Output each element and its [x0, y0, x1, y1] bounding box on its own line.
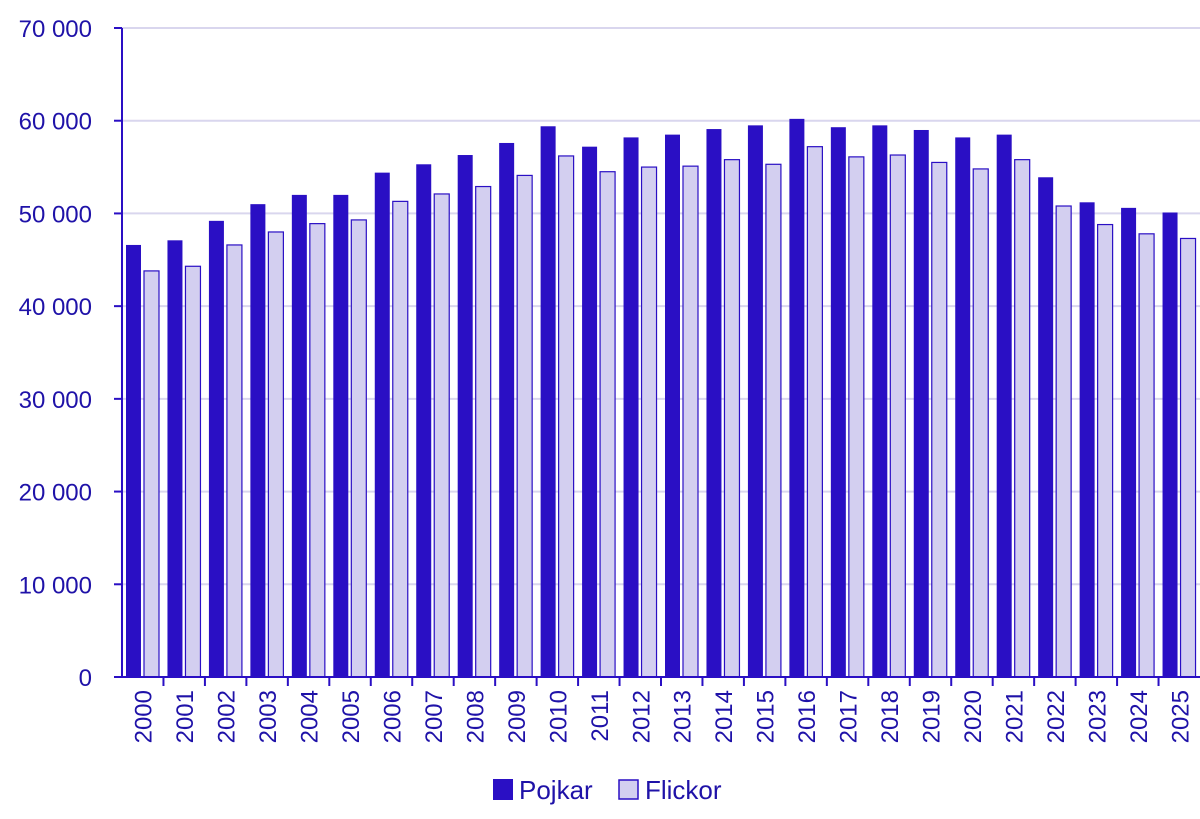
- bar-flickor-2018: [889, 154, 906, 678]
- x-tick-label: 2004: [297, 690, 324, 743]
- legend: Pojkar Flickor: [493, 775, 722, 805]
- bar-pojkar-2008: [457, 155, 473, 678]
- x-tick-label: 2014: [711, 690, 738, 743]
- bar-flickor-2002: [226, 244, 243, 678]
- axes: [114, 27, 1200, 686]
- y-tick-label: 60 000: [19, 109, 92, 136]
- x-tick-label: 2020: [960, 690, 987, 743]
- x-tick-label: 2025: [1167, 690, 1194, 743]
- x-tick-label: 2001: [172, 690, 199, 743]
- bar-pojkar-2012: [623, 137, 639, 678]
- x-tick-label: 2017: [836, 690, 863, 743]
- bar-pojkar-2015: [747, 125, 763, 678]
- bar-pojkar-2004: [291, 194, 307, 677]
- x-tick-label: 2003: [255, 690, 282, 743]
- y-tick-label: 30 000: [19, 387, 92, 414]
- bar-flickor-2009: [516, 174, 533, 678]
- bar-flickor-2006: [392, 200, 409, 678]
- bar-pojkar-2005: [333, 194, 349, 677]
- bar-flickor-2012: [640, 166, 658, 678]
- bar-pojkar-2018: [872, 125, 888, 678]
- y-tick-label: 50 000: [19, 201, 92, 228]
- bar-flickor-2023: [1097, 223, 1114, 678]
- bar-flickor-2000: [143, 270, 160, 678]
- bar-flickor-2019: [931, 161, 948, 678]
- bar-pojkar-2016: [789, 118, 805, 678]
- legend-label-pojkar: Pojkar: [519, 775, 593, 805]
- bar-pojkar-2002: [208, 220, 224, 678]
- x-tick-label: 2011: [587, 690, 614, 742]
- x-tick-label: 2013: [670, 690, 697, 743]
- x-tick-label: 2019: [919, 690, 946, 743]
- bar-pojkar-2010: [540, 126, 556, 677]
- bar-pojkar-2009: [499, 142, 515, 678]
- bar-flickor-2010: [558, 155, 575, 678]
- y-tick-label: 70 000: [19, 16, 92, 43]
- bar-pojkar-2021: [996, 134, 1012, 677]
- bar-pojkar-2025: [1162, 212, 1178, 677]
- x-tick-labels: 2000 2001 2002 2003 2004 2005 2006 2007 2008 2009…: [131, 690, 1195, 743]
- bar-pojkar-2006: [374, 172, 390, 678]
- bar-pojkar-2001: [167, 240, 183, 677]
- bar-flickor-2020: [972, 168, 989, 678]
- x-tick-label: 2010: [545, 690, 572, 743]
- bar-pojkar-2013: [665, 134, 680, 677]
- bar-flickor-2021: [1014, 159, 1031, 678]
- legend-label-flickor: Flickor: [645, 775, 722, 805]
- bar-flickor-2007: [433, 193, 450, 678]
- bar-pojkar-2000: [126, 244, 141, 678]
- x-tick-label: 2015: [753, 690, 780, 743]
- bar-flickor-2004: [309, 223, 326, 678]
- bar-flickor-2001: [184, 265, 202, 678]
- x-tick-label: 2002: [214, 690, 241, 743]
- y-tick-labels: 0 10 000 20 000 30 000 40 000 50 000 60 000 70 …: [19, 16, 92, 692]
- bar-flickor-2013: [682, 165, 699, 678]
- bar-pojkar-2020: [955, 137, 971, 678]
- x-tick-label: 2009: [504, 690, 531, 743]
- bar-pojkar-2024: [1121, 207, 1137, 677]
- bar-flickor-2016: [806, 146, 823, 678]
- x-tick-label: 2022: [1043, 690, 1070, 743]
- y-tick-label: 20 000: [19, 480, 92, 507]
- bar-pojkar-2007: [416, 164, 432, 678]
- bar-flickor-2014: [723, 159, 741, 678]
- x-tick-label: 2021: [1001, 690, 1028, 743]
- x-tick-label: 2023: [1084, 690, 1111, 743]
- legend-swatch-pojkar: [493, 779, 513, 800]
- bar-flickor-2024: [1138, 233, 1155, 678]
- bar-pojkar-2014: [706, 129, 722, 677]
- y-tick-label: 40 000: [19, 294, 92, 321]
- x-tick-label: 2012: [628, 690, 655, 743]
- bar-flickor-2003: [267, 231, 284, 678]
- bar-flickor-2015: [765, 163, 782, 678]
- x-tick-label: 2006: [380, 690, 407, 743]
- bar-pojkar-2017: [830, 127, 846, 677]
- bar-flickor-2022: [1055, 205, 1072, 678]
- bar-pojkar-2022: [1038, 177, 1054, 677]
- x-tick-label: 2024: [1126, 690, 1153, 743]
- bar-pojkar-2003: [250, 204, 266, 677]
- bar-pojkar-2023: [1079, 202, 1095, 677]
- bar-flickor-2008: [475, 185, 492, 678]
- bar-pojkar-2011: [582, 146, 598, 677]
- bars: [126, 118, 1197, 678]
- x-tick-label: 2000: [131, 690, 158, 743]
- legend-swatch-flickor: [618, 779, 639, 800]
- bar-flickor-2025: [1179, 237, 1197, 678]
- y-tick-label: 10 000: [19, 572, 92, 599]
- bar-pojkar-2019: [913, 129, 929, 677]
- y-tick-label: 0: [79, 665, 92, 692]
- bar-flickor-2011: [599, 171, 616, 678]
- x-tick-label: 2005: [338, 690, 365, 743]
- bar-flickor-2017: [848, 156, 865, 678]
- x-tick-label: 2007: [421, 690, 448, 743]
- x-tick-label: 2008: [462, 690, 489, 743]
- bar-flickor-2005: [350, 219, 367, 678]
- x-tick-label: 2016: [794, 690, 821, 743]
- x-tick-label: 2018: [877, 690, 904, 743]
